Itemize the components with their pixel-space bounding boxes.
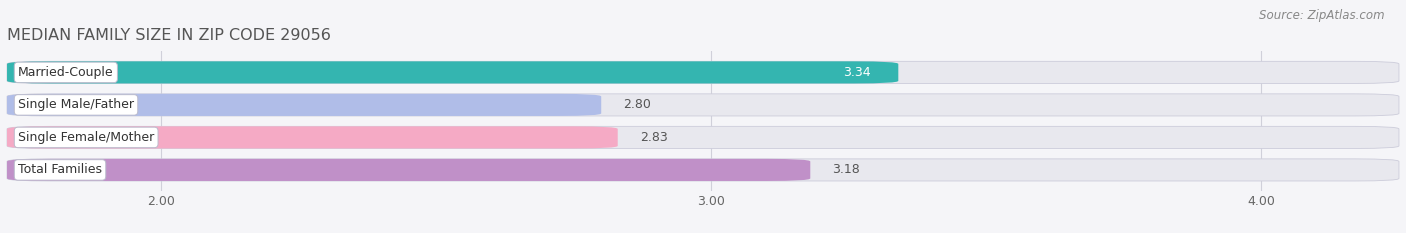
FancyBboxPatch shape (7, 61, 898, 83)
FancyBboxPatch shape (7, 94, 1399, 116)
Text: Married-Couple: Married-Couple (18, 66, 114, 79)
Text: Single Male/Father: Single Male/Father (18, 98, 134, 111)
FancyBboxPatch shape (7, 159, 810, 181)
Text: 3.34: 3.34 (844, 66, 870, 79)
Text: 2.80: 2.80 (623, 98, 651, 111)
Text: Total Families: Total Families (18, 163, 103, 176)
Text: 3.18: 3.18 (832, 163, 860, 176)
Text: MEDIAN FAMILY SIZE IN ZIP CODE 29056: MEDIAN FAMILY SIZE IN ZIP CODE 29056 (7, 28, 330, 43)
FancyBboxPatch shape (7, 94, 602, 116)
FancyBboxPatch shape (7, 126, 617, 148)
FancyBboxPatch shape (7, 61, 1399, 83)
FancyBboxPatch shape (7, 159, 1399, 181)
Text: Single Female/Mother: Single Female/Mother (18, 131, 155, 144)
Text: 2.83: 2.83 (640, 131, 668, 144)
Text: Source: ZipAtlas.com: Source: ZipAtlas.com (1260, 9, 1385, 22)
FancyBboxPatch shape (7, 126, 1399, 148)
